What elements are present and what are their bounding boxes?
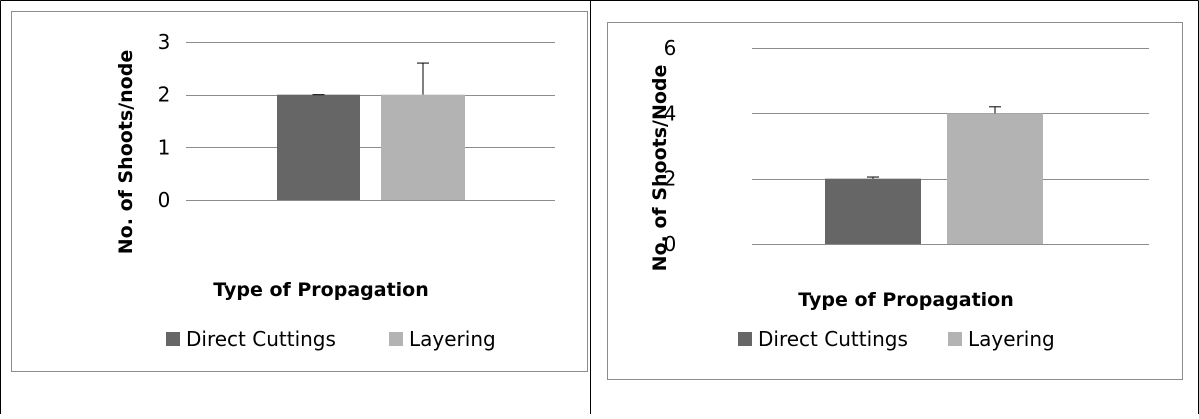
chart-2-legend-swatch-layering <box>948 332 962 346</box>
chart-1: 0 1 2 3 No. of Shoots/node Type of Propagat… <box>11 11 588 372</box>
chart-1-legend-label-layering: Layering <box>409 327 496 351</box>
chart-2-y-ticks: 0 2 4 6 <box>664 36 677 256</box>
chart-2-legend: Direct Cuttings Layering <box>738 327 1055 351</box>
chart-1-bar-layering <box>381 94 465 200</box>
chart-1-bars <box>277 94 465 200</box>
chart-2-y-axis-label: No. of Shoots/Node <box>649 65 671 272</box>
chart-1-y-tick-label: 3 <box>158 30 171 54</box>
chart-2-y-tick-label: 0 <box>664 232 677 256</box>
chart-1-y-ticks: 0 1 2 3 <box>158 30 171 212</box>
chart-2-legend-label-direct-cuttings: Direct Cuttings <box>758 327 908 351</box>
chart-1-legend-swatch-layering <box>389 332 403 346</box>
chart-1-legend-label-direct-cuttings: Direct Cuttings <box>186 327 336 351</box>
chart-1-y-tick-label: 1 <box>158 135 171 159</box>
chart-2-error-bars <box>867 106 1001 179</box>
chart-1-y-tick-label: 2 <box>158 83 171 107</box>
chart-1-x-axis-label: Type of Propagation <box>213 279 429 301</box>
chart-2-y-tick-label: 6 <box>664 36 677 60</box>
chart-1-legend: Direct Cuttings Layering <box>166 327 496 351</box>
chart-2-x-axis-label: Type of Propagation <box>798 289 1014 311</box>
chart-2-y-tick-label: 4 <box>664 101 677 125</box>
chart-2-bar-direct-cuttings <box>825 178 921 244</box>
chart-2-bar-layering <box>947 113 1043 244</box>
chart-2-legend-swatch-direct-cuttings <box>738 332 752 346</box>
chart-1-error-bars <box>312 62 429 96</box>
chart-1-legend-swatch-direct-cuttings <box>166 332 180 346</box>
chart-2-y-tick-label: 2 <box>664 167 677 191</box>
chart-1-y-tick-label: 0 <box>158 188 171 212</box>
chart-2: 0 2 4 6 No. of Shoots/Node Type of Propagat… <box>607 22 1183 380</box>
chart-1-bar-direct-cuttings <box>277 94 360 200</box>
chart-1-y-axis-label: No. of Shoots/node <box>115 50 137 254</box>
chart-2-bars <box>825 113 1043 244</box>
chart-2-legend-label-layering: Layering <box>968 327 1055 351</box>
chart-1-gridlines <box>186 42 555 201</box>
